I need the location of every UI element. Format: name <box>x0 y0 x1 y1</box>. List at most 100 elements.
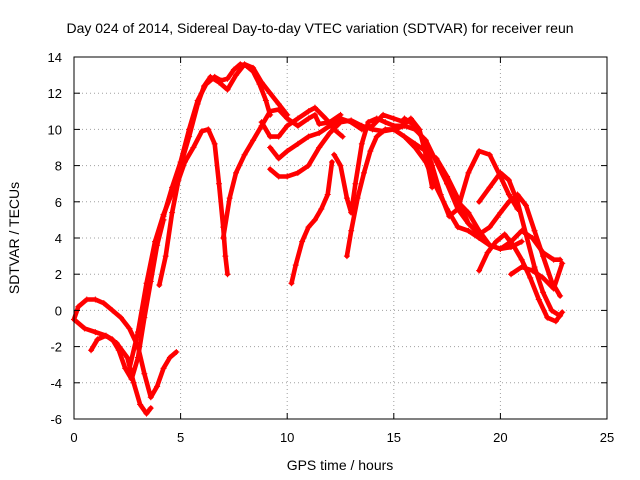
data-point-marker <box>267 144 274 151</box>
data-point-marker <box>143 280 150 287</box>
data-point-marker <box>390 115 397 122</box>
data-point-marker <box>305 108 312 115</box>
data-point-marker <box>126 365 133 372</box>
data-point-marker <box>484 249 491 256</box>
data-point-marker <box>373 115 380 122</box>
data-point-marker <box>233 72 240 79</box>
data-point-marker <box>518 256 525 263</box>
data-point-marker <box>505 198 512 205</box>
data-point-marker <box>540 274 547 281</box>
data-point-marker <box>109 307 116 314</box>
y-tick-label: -6 <box>50 412 62 427</box>
series-line <box>71 317 154 416</box>
series-line <box>127 61 273 371</box>
data-point-marker <box>88 347 95 354</box>
data-point-marker <box>160 365 167 372</box>
data-point-marker <box>143 410 150 417</box>
data-point-marker <box>358 140 365 147</box>
data-point-marker <box>326 122 333 129</box>
series-pass-19 <box>476 231 566 325</box>
data-point-marker <box>382 126 389 133</box>
data-point-marker <box>548 307 555 314</box>
data-point-marker <box>422 158 429 165</box>
data-point-marker <box>294 115 301 122</box>
data-point-marker <box>518 263 525 270</box>
data-point-marker <box>169 209 176 216</box>
y-tick-label: 12 <box>48 86 62 101</box>
data-point-marker <box>373 133 380 140</box>
data-point-marker <box>201 82 208 89</box>
data-point-marker <box>294 140 301 147</box>
data-point-marker <box>215 180 222 187</box>
data-point-marker <box>305 224 312 231</box>
data-point-marker <box>510 242 517 249</box>
data-point-marker <box>352 180 359 187</box>
x-tick-label: 15 <box>387 430 401 445</box>
data-point-marker <box>299 238 306 245</box>
data-point-marker <box>465 169 472 176</box>
data-point-marker <box>134 329 141 336</box>
y-axis-label: SDTVAR / TECUs <box>6 182 22 294</box>
y-tick-label: -2 <box>50 340 62 355</box>
data-point-marker <box>367 148 374 155</box>
y-tick-label: 10 <box>48 122 62 137</box>
data-point-marker <box>130 379 137 386</box>
y-tick-label: -4 <box>50 376 62 391</box>
grid-lines <box>74 57 607 419</box>
series-line <box>71 297 179 400</box>
data-point-marker <box>527 274 534 281</box>
data-point-marker <box>529 235 536 241</box>
axis-ticks <box>73 56 608 420</box>
data-point-marker <box>540 253 547 260</box>
data-point-marker <box>215 79 222 86</box>
data-point-marker <box>284 115 291 122</box>
y-tick-label: 8 <box>55 159 62 174</box>
data-point-marker <box>275 173 282 180</box>
data-point-marker <box>422 137 429 144</box>
data-point-marker <box>522 231 529 238</box>
data-point-marker <box>154 383 161 390</box>
x-tick-label: 25 <box>600 430 614 445</box>
data-point-marker <box>311 216 318 223</box>
data-point-marker <box>75 303 82 310</box>
data-point-marker <box>343 195 350 202</box>
data-point-marker <box>262 97 269 104</box>
data-point-marker <box>401 115 408 122</box>
y-tick-labels: -6 -4 -2 0 2 4 6 8 10 12 14 <box>48 50 62 427</box>
data-point-marker <box>559 309 566 316</box>
data-point-marker <box>94 336 101 343</box>
data-point-marker <box>316 120 323 127</box>
y-tick-label: 4 <box>55 231 62 246</box>
data-point-marker <box>275 101 282 108</box>
data-point-marker <box>284 173 291 180</box>
data-point-marker <box>497 169 504 176</box>
data-point-marker <box>544 314 551 321</box>
data-point-marker <box>267 108 274 115</box>
data-point-marker <box>102 332 109 339</box>
data-point-marker <box>529 267 536 274</box>
data-point-marker <box>250 137 257 144</box>
data-point-marker <box>514 198 521 205</box>
data-point-marker <box>292 262 299 269</box>
data-point-marker <box>382 119 389 126</box>
data-point-marker <box>535 296 542 303</box>
data-point-marker <box>211 140 218 147</box>
data-point-marker <box>429 162 436 169</box>
data-point-marker <box>198 128 205 135</box>
data-point-marker <box>444 180 451 187</box>
chart-title: Day 024 of 2014, Sidereal Day-to-day VTE… <box>66 20 573 36</box>
data-point-marker <box>316 130 323 137</box>
data-point-marker <box>337 115 344 122</box>
data-point-marker <box>124 354 131 361</box>
data-point-marker <box>207 73 214 80</box>
data-point-marker <box>531 227 538 234</box>
data-point-marker <box>522 202 529 209</box>
series-pass-20 <box>508 260 566 292</box>
data-point-marker <box>305 133 312 140</box>
series-line <box>289 159 335 286</box>
data-point-marker <box>230 66 237 73</box>
data-point-marker <box>305 115 312 122</box>
data-point-marker <box>220 235 227 241</box>
data-point-marker <box>194 101 201 108</box>
data-point-marker <box>92 329 99 336</box>
